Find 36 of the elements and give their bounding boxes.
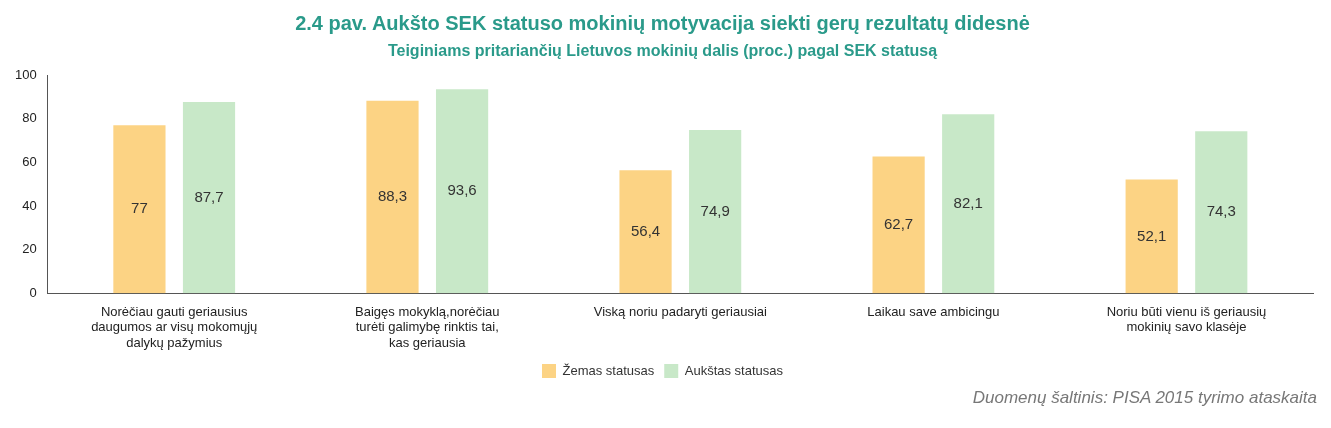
legend-label: Aukštas statusas (684, 362, 784, 378)
bar (1195, 131, 1248, 294)
bar (113, 125, 166, 294)
data-label: 74,3 (1206, 202, 1236, 220)
data-label: 77 (131, 199, 148, 217)
x-tick-label: Norėčiau gauti geriausius daugumos ar visų mokomųjų dalykų pažymius (91, 303, 258, 350)
x-tick-label: Baigęs mokyklą,norėčiau turėti galimybę rinktis tai, kas geriausia (355, 303, 500, 350)
data-label: 52,1 (1137, 226, 1167, 244)
chart-subtitle: Teiginiams pritariančių Lietuvos mokinių dalis (proc.) pagal SEK statusą (387, 42, 938, 60)
x-tick-label: Noriu būti vienu iš geriausių mokinių savo klasėje (1106, 303, 1267, 335)
bar (366, 100, 419, 294)
data-label: 56,4 (630, 221, 661, 239)
bar (619, 170, 672, 294)
bar (942, 114, 995, 294)
bar (435, 89, 489, 294)
data-label: 93,6 (447, 181, 477, 199)
y-tick-label: 100 (14, 66, 37, 82)
legend-label: Žemas statusas (562, 362, 655, 378)
y-tick-label: 0 (29, 284, 37, 300)
data-label: 87,7 (194, 187, 224, 205)
bar (1125, 179, 1178, 294)
data-label: 88,3 (377, 187, 408, 205)
bar (689, 129, 742, 294)
data-label: 62,7 (884, 215, 914, 232)
chart-title: 2.4 pav. Aukšto SEK statuso mokinių motyvacija siekti gerų rezultatų didesnė (295, 11, 1030, 34)
y-tick-label: 60 (22, 153, 37, 169)
x-tick-label: Laikau save ambicingu (867, 303, 1000, 319)
text: Duomenų šaltinis: PISA 2015 tyrimo ataskaita (971, 388, 1318, 408)
y-tick-label: 80 (22, 110, 37, 126)
y-tick-label: 20 (22, 241, 37, 257)
y-tick-label: 40 (22, 197, 37, 213)
bar (872, 156, 925, 294)
data-label: 82,1 (953, 193, 983, 211)
data-label: 74,9 (700, 201, 730, 219)
x-tick-label: Viską noriu padaryti geriausiai (593, 303, 768, 319)
bar (182, 102, 236, 294)
